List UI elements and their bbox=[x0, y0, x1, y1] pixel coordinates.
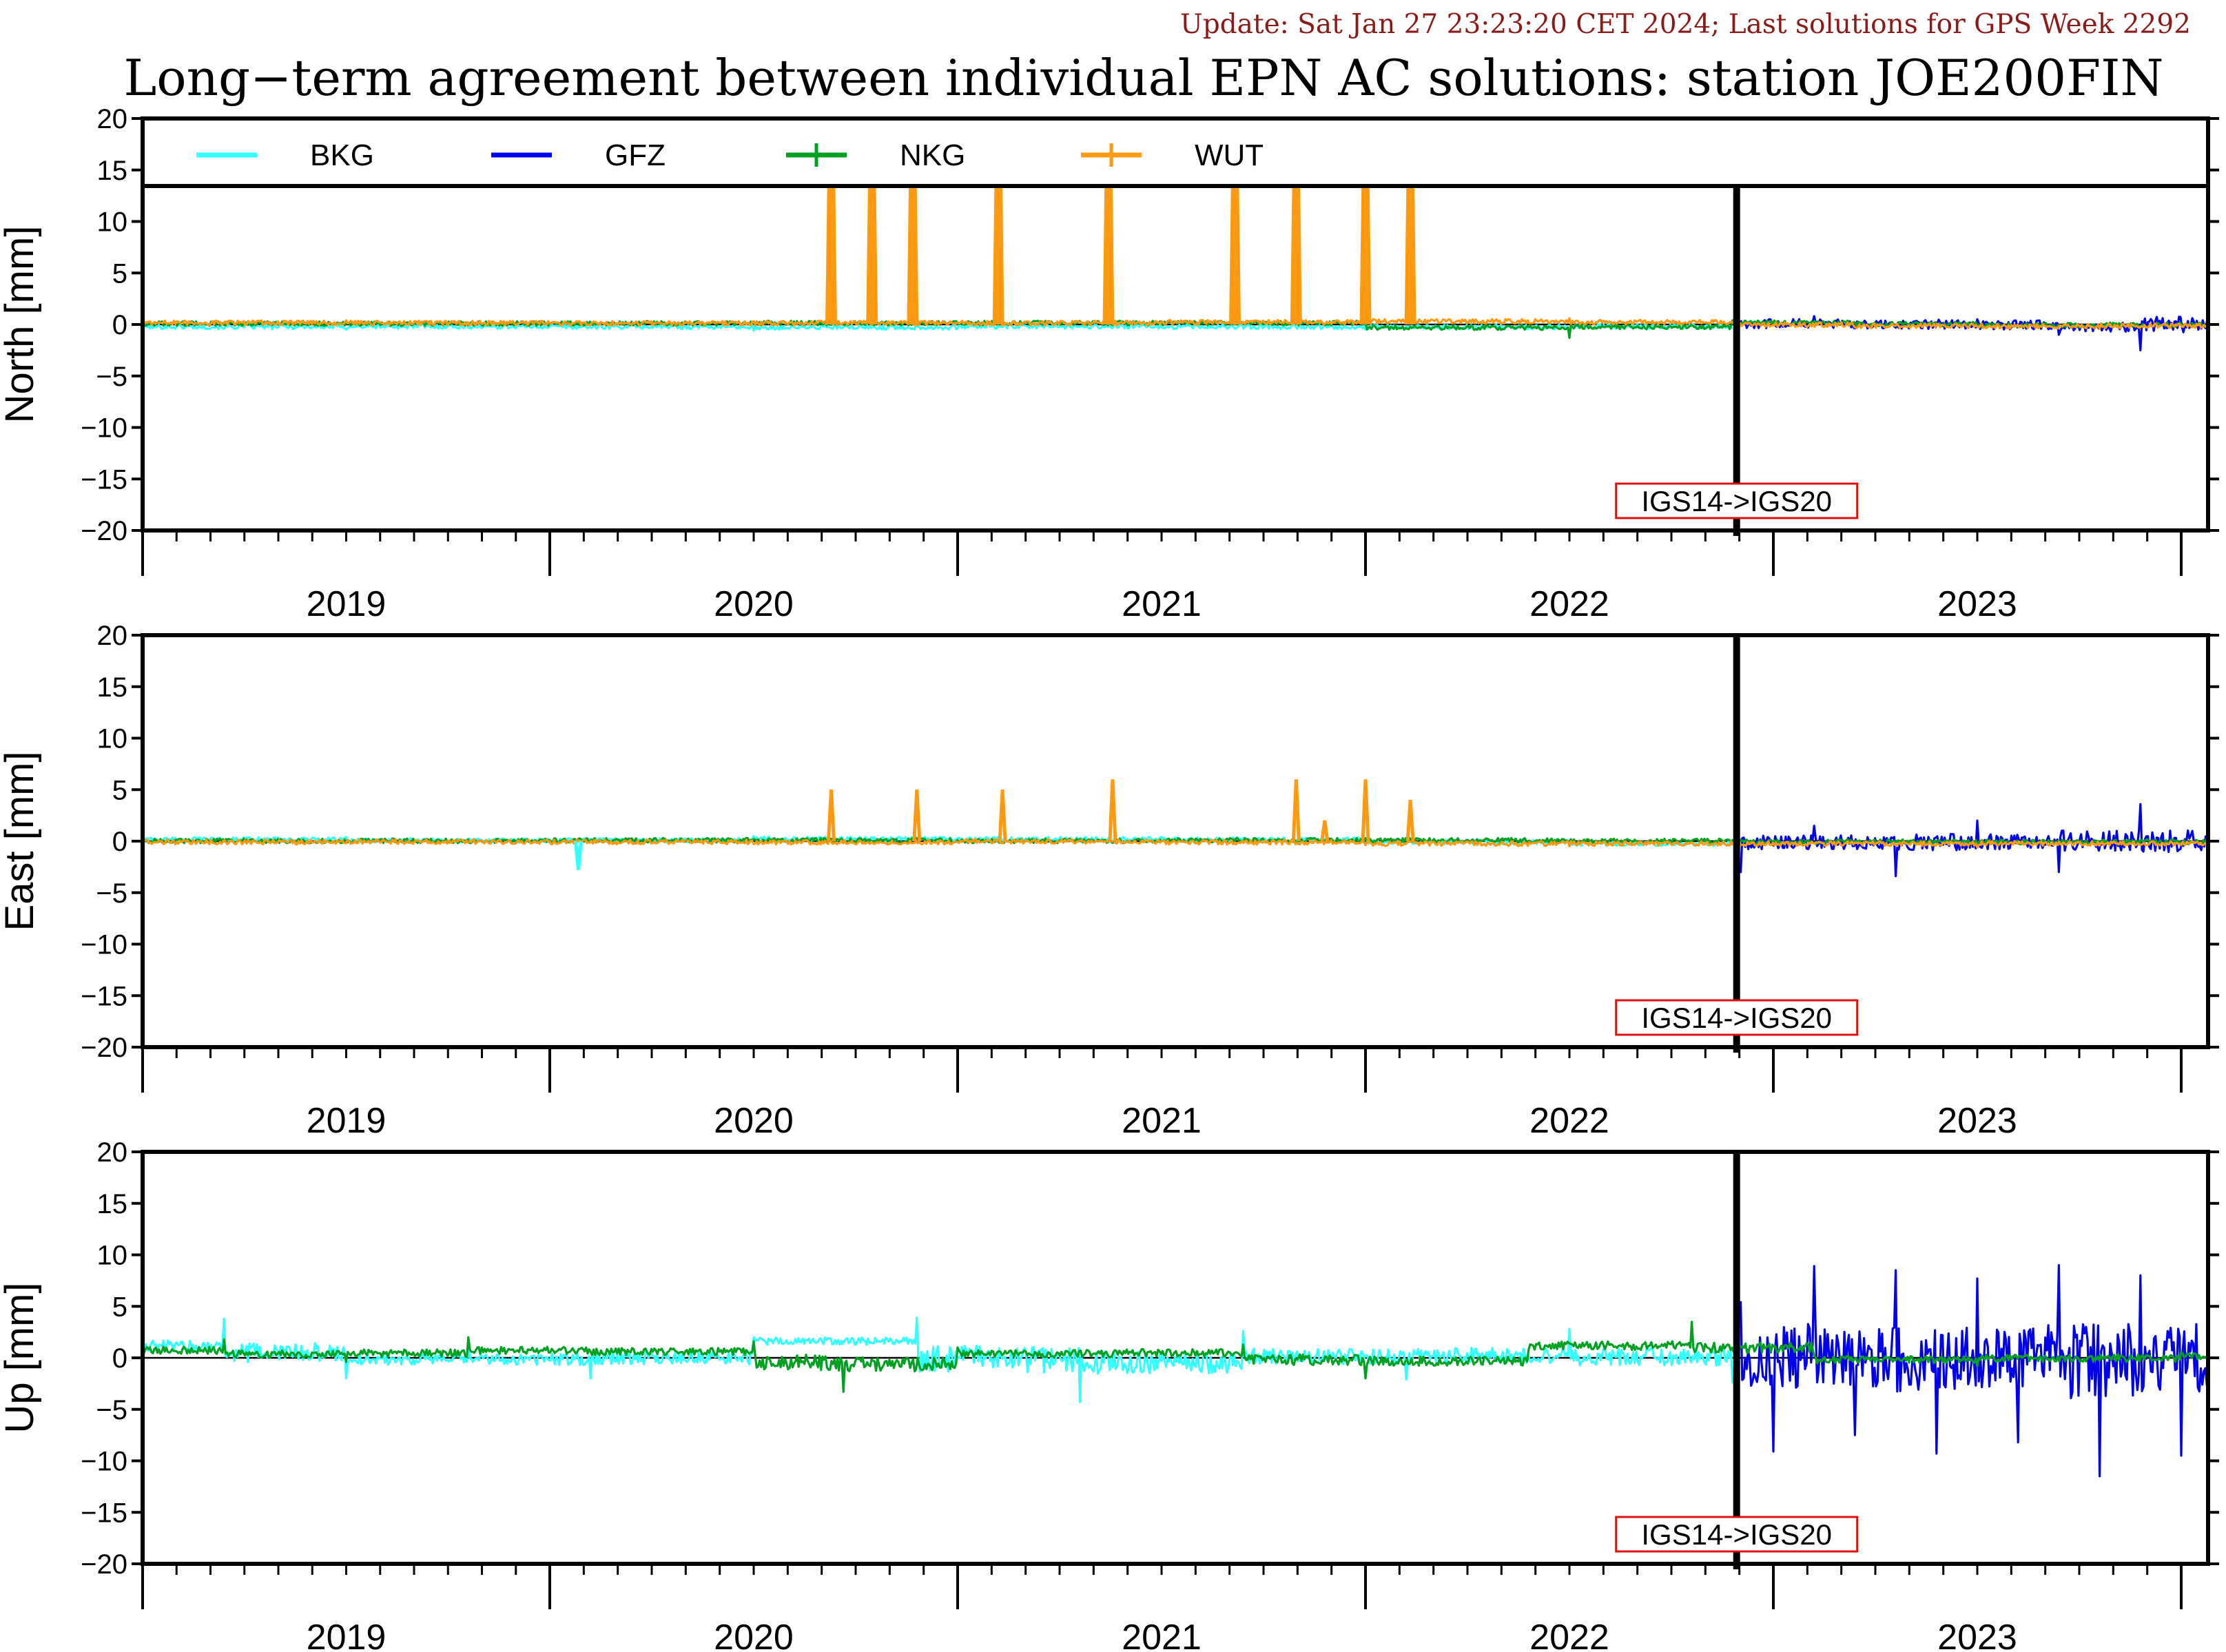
series-layer bbox=[143, 1263, 2208, 1478]
series-line-nkg bbox=[143, 1321, 2208, 1393]
y-tick-label: 15 bbox=[97, 1189, 128, 1219]
y-tick-label: 10 bbox=[97, 724, 128, 754]
spike-wut bbox=[907, 118, 919, 325]
legend: BKG GFZ NKG WUT bbox=[141, 116, 2210, 188]
y-tick-label: 0 bbox=[112, 827, 127, 857]
x-tick-label: 2021 bbox=[1122, 1618, 1202, 1652]
y-tick-label: 10 bbox=[97, 207, 128, 238]
panel-1: IGS14->IGS20 20 15 10 5 0 −5 −10 −15 −20 East [mm]… bbox=[0, 621, 2219, 1141]
series-line-gfz bbox=[1740, 1263, 2208, 1478]
spike-bkg bbox=[573, 840, 583, 871]
spike-wut bbox=[1359, 118, 1372, 325]
y-tick-label: −10 bbox=[81, 413, 127, 444]
panel-0: IGS14->IGS20 20 15 10 5 0 −5 −10 −15 −20 North [mm… bbox=[0, 104, 2219, 624]
legend-item-nkg: NKG bbox=[786, 138, 965, 172]
y-axis-label: North [mm] bbox=[0, 226, 42, 424]
y-tick-label: −5 bbox=[96, 1395, 127, 1425]
y-tick-label: 0 bbox=[112, 310, 127, 340]
spike-wut bbox=[826, 789, 836, 842]
x-tick-label: 2019 bbox=[307, 584, 387, 624]
spike-wut bbox=[1405, 800, 1415, 842]
y-tick-label: −20 bbox=[81, 1549, 127, 1580]
y-tick-label: 20 bbox=[97, 104, 128, 134]
y-axis-label: Up [mm] bbox=[0, 1282, 42, 1433]
spike-wut bbox=[1102, 118, 1115, 325]
spike-wut bbox=[1229, 118, 1241, 325]
legend-item-gfz: GFZ bbox=[491, 138, 666, 172]
frame-change-annotation: IGS14->IGS20 bbox=[1615, 1516, 1859, 1553]
spike-wut bbox=[825, 118, 837, 325]
y-tick-label: −15 bbox=[81, 981, 127, 1011]
series-layer bbox=[143, 118, 2208, 351]
x-tick-label: 2022 bbox=[1529, 1618, 1609, 1652]
panel-2: IGS14->IGS20 20 15 10 5 0 −5 −10 −15 −20 Up [mm] 20… bbox=[0, 1137, 2219, 1652]
x-tick-label: 2019 bbox=[307, 1618, 387, 1652]
y-axis-label: East [mm] bbox=[0, 751, 42, 931]
spike-wut bbox=[1291, 779, 1301, 842]
series-line-bkg bbox=[143, 1317, 1734, 1403]
legend-item-bkg: BKG bbox=[196, 138, 374, 172]
frame-change-label: IGS14->IGS20 bbox=[1641, 1518, 1832, 1551]
y-tick-label: 15 bbox=[97, 156, 128, 186]
y-tick-label: 10 bbox=[97, 1241, 128, 1271]
x-tick-label: 2023 bbox=[1937, 1101, 2017, 1141]
legend-label: BKG bbox=[310, 138, 374, 172]
x-tick-label: 2019 bbox=[307, 1101, 387, 1141]
y-tick-label: −15 bbox=[81, 1498, 127, 1528]
y-tick-label: 15 bbox=[97, 672, 128, 703]
x-tick-label: 2021 bbox=[1122, 584, 1202, 624]
y-tick-label: 0 bbox=[112, 1343, 127, 1374]
spike-wut bbox=[998, 789, 1007, 842]
y-tick-label: 5 bbox=[112, 1292, 127, 1322]
spike-wut bbox=[1320, 820, 1330, 842]
update-timestamp: Update: Sat Jan 27 23:23:20 CET 2024; La… bbox=[1180, 9, 2191, 40]
x-tick-label: 2020 bbox=[714, 1618, 794, 1652]
spike-wut bbox=[992, 118, 1004, 325]
legend-background bbox=[143, 118, 2208, 186]
y-tick-label: 20 bbox=[97, 621, 128, 651]
legend-label: GFZ bbox=[605, 138, 666, 172]
series-line-bkg bbox=[143, 323, 1733, 332]
frame-change-label: IGS14->IGS20 bbox=[1641, 485, 1832, 517]
spike-wut bbox=[1108, 779, 1117, 842]
x-tick-label: 2023 bbox=[1937, 1618, 2017, 1652]
x-tick-label: 2020 bbox=[714, 584, 794, 624]
y-tick-label: 5 bbox=[112, 775, 127, 805]
spike-wut bbox=[912, 789, 922, 842]
frame-change-annotation: IGS14->IGS20 bbox=[1615, 999, 1859, 1036]
x-tick-label: 2023 bbox=[1937, 584, 2017, 624]
x-tick-label: 2022 bbox=[1529, 1101, 1609, 1141]
x-tick-label: 2020 bbox=[714, 1101, 794, 1141]
y-tick-label: −10 bbox=[81, 1447, 127, 1477]
spike-wut bbox=[866, 118, 878, 325]
y-tick-label: 20 bbox=[97, 1137, 128, 1168]
frame-change-label: IGS14->IGS20 bbox=[1641, 1002, 1832, 1034]
y-tick-label: −10 bbox=[81, 930, 127, 960]
legend-frame bbox=[141, 116, 2210, 188]
panels: IGS14->IGS20 20 15 10 5 0 −5 −10 −15 −20 North [mm… bbox=[0, 104, 2219, 1652]
frame-change-annotation: IGS14->IGS20 bbox=[1615, 482, 1859, 519]
y-tick-label: −5 bbox=[96, 878, 127, 909]
x-tick-label: 2021 bbox=[1122, 1101, 1202, 1141]
legend-label: WUT bbox=[1195, 138, 1264, 172]
y-tick-label: −15 bbox=[81, 464, 127, 495]
y-tick-label: −20 bbox=[81, 1033, 127, 1063]
spike-wut bbox=[1361, 779, 1370, 842]
series-line-wut bbox=[143, 838, 2208, 849]
y-tick-label: −5 bbox=[96, 362, 127, 392]
y-tick-label: −20 bbox=[81, 516, 127, 546]
legend-item-wut: WUT bbox=[1081, 138, 1264, 172]
chart-title: Long−term agreement between individual E… bbox=[123, 49, 2163, 107]
series-layer bbox=[143, 779, 2208, 878]
y-tick-label: 5 bbox=[112, 258, 127, 289]
x-tick-label: 2022 bbox=[1529, 584, 1609, 624]
spike-wut bbox=[1290, 118, 1302, 325]
series-line-wut bbox=[143, 317, 2208, 330]
legend-label: NKG bbox=[900, 138, 965, 172]
spike-wut bbox=[1404, 118, 1416, 325]
